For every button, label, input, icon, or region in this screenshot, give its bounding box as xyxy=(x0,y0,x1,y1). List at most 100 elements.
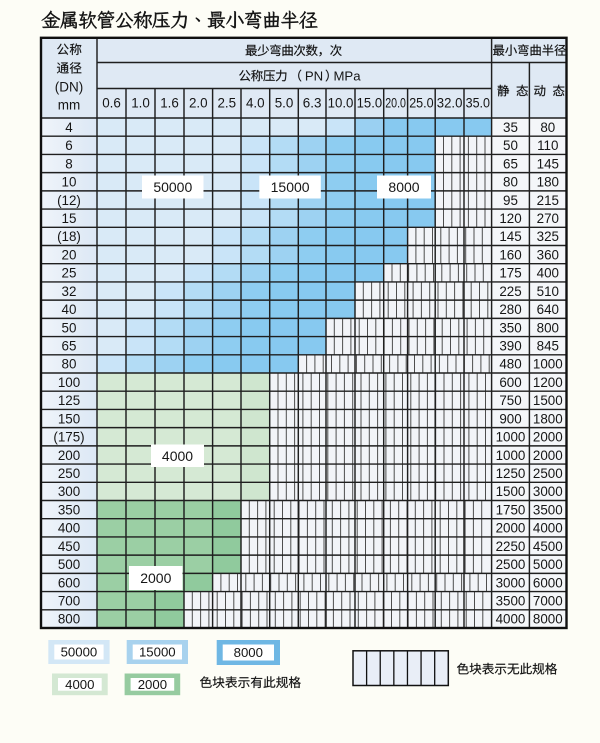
svg-text:2000: 2000 xyxy=(138,677,167,692)
svg-text:32: 32 xyxy=(62,284,77,299)
svg-text:6.3: 6.3 xyxy=(303,96,322,111)
svg-text:400: 400 xyxy=(58,521,80,536)
svg-text:215: 215 xyxy=(537,193,559,208)
svg-text:700: 700 xyxy=(58,594,80,609)
svg-text:50000: 50000 xyxy=(153,179,192,195)
svg-text:8: 8 xyxy=(65,156,72,171)
svg-text:120: 120 xyxy=(499,211,521,226)
svg-text:65: 65 xyxy=(62,339,77,354)
svg-text:1000: 1000 xyxy=(496,448,526,463)
svg-text:1500: 1500 xyxy=(496,484,526,499)
svg-text:180: 180 xyxy=(537,175,559,190)
svg-text:1200: 1200 xyxy=(533,375,563,390)
svg-text:20.0: 20.0 xyxy=(385,96,406,111)
svg-text:145: 145 xyxy=(499,229,521,244)
svg-text:280: 280 xyxy=(499,302,521,317)
svg-text:2250: 2250 xyxy=(496,539,526,554)
svg-text:6000: 6000 xyxy=(533,575,563,590)
svg-text:25.0: 25.0 xyxy=(409,96,433,111)
svg-text:(12): (12) xyxy=(57,193,81,208)
svg-text:800: 800 xyxy=(58,612,80,627)
svg-text:300: 300 xyxy=(58,484,80,499)
svg-text:15.0: 15.0 xyxy=(357,96,383,111)
svg-text:32.0: 32.0 xyxy=(437,96,463,111)
svg-text:5.0: 5.0 xyxy=(275,96,294,111)
svg-text:400: 400 xyxy=(537,266,559,281)
svg-text:2500: 2500 xyxy=(533,466,563,481)
svg-text:mm: mm xyxy=(58,98,81,113)
svg-text:2.0: 2.0 xyxy=(189,96,208,111)
svg-text:15000: 15000 xyxy=(139,645,176,660)
svg-text:2.5: 2.5 xyxy=(217,96,236,111)
svg-text:8000: 8000 xyxy=(533,612,563,627)
svg-text:50: 50 xyxy=(62,320,77,335)
svg-text:4.0: 4.0 xyxy=(246,96,265,111)
svg-text:(175): (175) xyxy=(53,430,84,445)
svg-text:145: 145 xyxy=(537,156,559,171)
svg-text:2000: 2000 xyxy=(533,448,563,463)
svg-text:2000: 2000 xyxy=(496,521,526,536)
svg-text:360: 360 xyxy=(537,247,559,262)
svg-text:600: 600 xyxy=(58,575,80,590)
svg-text:1750: 1750 xyxy=(496,502,526,517)
svg-text:5000: 5000 xyxy=(533,557,563,572)
svg-text:80: 80 xyxy=(62,357,77,372)
svg-text:1800: 1800 xyxy=(533,411,563,426)
svg-text:225: 225 xyxy=(499,284,521,299)
svg-text:845: 845 xyxy=(537,339,559,354)
svg-text:0.6: 0.6 xyxy=(102,96,121,111)
svg-text:25: 25 xyxy=(62,266,77,281)
svg-text:350: 350 xyxy=(499,320,521,335)
svg-text:500: 500 xyxy=(58,557,80,572)
svg-text:250: 250 xyxy=(58,466,80,481)
svg-text:20: 20 xyxy=(62,247,77,262)
svg-text:150: 150 xyxy=(58,411,80,426)
svg-text:160: 160 xyxy=(499,247,521,262)
svg-text:3500: 3500 xyxy=(533,502,563,517)
svg-text:800: 800 xyxy=(537,320,559,335)
svg-text:200: 200 xyxy=(58,448,80,463)
svg-text:(18): (18) xyxy=(57,229,81,244)
svg-text:PN: PN xyxy=(305,69,323,84)
svg-text:1000: 1000 xyxy=(496,430,526,445)
svg-text:450: 450 xyxy=(58,539,80,554)
svg-text:4: 4 xyxy=(65,120,73,135)
svg-text:15000: 15000 xyxy=(271,179,310,195)
svg-text:15: 15 xyxy=(62,211,77,226)
svg-text:750: 750 xyxy=(499,393,521,408)
svg-text:10.0: 10.0 xyxy=(328,96,354,111)
svg-text:1500: 1500 xyxy=(533,393,563,408)
svg-text:3500: 3500 xyxy=(496,594,526,609)
svg-text:640: 640 xyxy=(537,302,559,317)
svg-text:480: 480 xyxy=(499,357,521,372)
svg-text:(DN): (DN) xyxy=(55,80,84,95)
svg-text:6: 6 xyxy=(65,138,72,153)
svg-text:1000: 1000 xyxy=(533,357,563,372)
svg-text:4000: 4000 xyxy=(162,448,193,464)
svg-text:325: 325 xyxy=(537,229,559,244)
svg-text:2000: 2000 xyxy=(140,570,171,586)
svg-text:100: 100 xyxy=(58,375,80,390)
svg-text:2500: 2500 xyxy=(496,557,526,572)
svg-text:350: 350 xyxy=(58,502,80,517)
svg-text:390: 390 xyxy=(499,339,521,354)
svg-text:80: 80 xyxy=(540,120,555,135)
svg-text:125: 125 xyxy=(58,393,80,408)
svg-text:10: 10 xyxy=(62,175,77,190)
svg-text:510: 510 xyxy=(537,284,559,299)
svg-text:270: 270 xyxy=(537,211,559,226)
svg-text:35.0: 35.0 xyxy=(466,96,490,111)
svg-text:175: 175 xyxy=(499,266,521,281)
svg-text:65: 65 xyxy=(503,156,518,171)
svg-text:50000: 50000 xyxy=(61,645,98,660)
svg-text:4000: 4000 xyxy=(533,521,563,536)
svg-text:1.0: 1.0 xyxy=(131,96,150,111)
svg-text:8000: 8000 xyxy=(234,645,263,660)
svg-text:3000: 3000 xyxy=(496,575,526,590)
svg-text:8000: 8000 xyxy=(388,179,419,195)
svg-text:3000: 3000 xyxy=(533,484,563,499)
svg-text:900: 900 xyxy=(499,411,521,426)
svg-text:50: 50 xyxy=(503,138,518,153)
svg-text:110: 110 xyxy=(537,138,558,153)
svg-text:1.6: 1.6 xyxy=(160,96,179,111)
